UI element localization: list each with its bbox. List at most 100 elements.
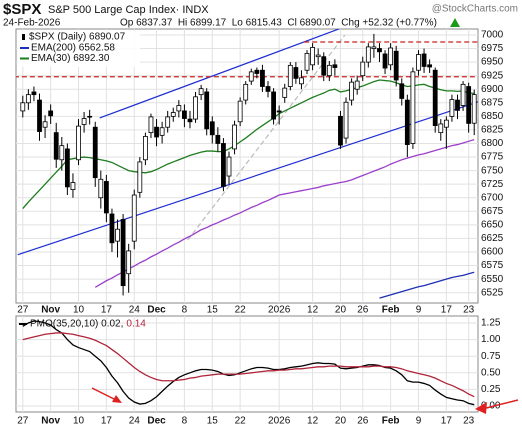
candle-body	[360, 61, 366, 77]
y-tick-label: 6825	[481, 125, 504, 136]
x-tick-label: 2026	[268, 305, 291, 316]
candle-body	[455, 99, 460, 111]
candle-body	[388, 47, 394, 66]
legend-label: EMA(200) 6562.58	[31, 43, 115, 54]
candle-body	[209, 121, 215, 136]
y-tick-label: 0.25	[481, 384, 501, 395]
index-name: S&P 500 Large Cap Index· INDX	[48, 4, 209, 16]
candle-body	[393, 50, 399, 81]
series-line	[22, 332, 475, 398]
pmo-label: PMO(35,20,10) 0.02,	[30, 319, 123, 330]
candle-body	[254, 69, 260, 74]
y-tick-label: 6975	[481, 43, 504, 54]
x-tick-label: 24	[129, 416, 141, 427]
y-tick-label: 6925	[481, 70, 504, 81]
legend-label: EMA(30) 6892.30	[31, 53, 110, 64]
candle-body	[287, 64, 293, 87]
candle-body	[87, 115, 93, 118]
candle-body	[232, 124, 237, 150]
candle-body	[59, 145, 65, 161]
date: 24-Feb-2026	[3, 18, 61, 29]
y-tick-label: 6750	[481, 165, 504, 176]
candle-body	[98, 178, 104, 199]
candle-body	[53, 132, 59, 160]
symbol: $SPX	[3, 1, 41, 18]
candle-body	[25, 94, 31, 104]
candle-body	[271, 91, 276, 120]
candle-body	[315, 54, 321, 58]
y-tick-label: 6800	[481, 138, 504, 149]
candle-body	[432, 69, 438, 126]
candle-body	[399, 83, 405, 99]
candle-body	[404, 99, 410, 145]
x-tick-label: 26	[357, 416, 369, 427]
candle-body	[48, 110, 54, 117]
candle-body	[248, 71, 254, 82]
y-tick-label: 6725	[481, 179, 504, 190]
y-tick-label: 7000	[481, 30, 504, 41]
candle-body	[154, 126, 159, 138]
candle-body	[126, 250, 132, 275]
x-tick-label: 23	[463, 416, 475, 427]
y-tick-label: 6700	[481, 192, 504, 203]
x-tick-label: Feb	[382, 305, 400, 316]
candle-body	[349, 81, 355, 101]
legend-box	[18, 31, 140, 67]
candle-body	[159, 127, 165, 136]
candle-body	[176, 105, 182, 112]
x-tick-label: 12	[307, 305, 319, 316]
trend-line	[99, 29, 341, 119]
trend-line	[187, 34, 346, 241]
y-tick-label: 6650	[481, 220, 504, 231]
price-plot	[16, 29, 478, 299]
trend-line	[17, 101, 478, 256]
x-tick-label: Nov	[41, 305, 60, 316]
legend-candle	[22, 34, 25, 40]
x-tick-label: 10	[73, 305, 85, 316]
candle-body	[343, 101, 349, 139]
x-tick-label: 23	[463, 305, 475, 316]
x-tick-label: 2026	[268, 416, 291, 427]
x-tick-label: 9	[416, 416, 422, 427]
candle-body	[282, 87, 288, 98]
candle-body	[354, 80, 360, 90]
candle-body	[42, 121, 48, 128]
y-tick-label: 6550	[481, 274, 504, 285]
candle-body	[299, 77, 304, 85]
y-tick-label: 6850	[481, 111, 504, 122]
quote: Op 6837.37 Hi 6899.17 Lo 6815.43 Cl 6890…	[120, 18, 437, 29]
candle-body	[20, 102, 26, 112]
pmo-signal-label: 0.14	[126, 319, 146, 330]
candle-body	[449, 99, 455, 117]
x-tick-label: 24	[129, 305, 141, 316]
candle-body	[326, 64, 332, 77]
candle-body	[243, 83, 249, 101]
candle-body	[215, 134, 221, 144]
x-tick-label: Dec	[147, 416, 166, 427]
candle-body	[471, 94, 477, 124]
x-tick-label: 22	[235, 305, 247, 316]
candle-body	[338, 115, 343, 146]
candle-body	[165, 116, 171, 128]
candle-body	[332, 64, 338, 68]
candle-body	[237, 100, 243, 123]
x-tick-label: 20	[335, 416, 347, 427]
candle-body	[310, 47, 315, 66]
x-tick-label: 22	[235, 416, 247, 427]
x-tick-label: 17	[441, 305, 453, 316]
pmo-plot	[22, 320, 475, 406]
candle-body	[37, 99, 42, 132]
candle-body	[377, 48, 382, 53]
candle-body	[276, 110, 282, 113]
y-tick-label: 0.50	[481, 367, 501, 378]
candle-body	[170, 112, 176, 117]
x-tick-label: 10	[73, 416, 85, 427]
candle-body	[416, 54, 421, 71]
candle-body	[76, 125, 81, 161]
candle-body	[70, 182, 76, 191]
series-line	[94, 139, 475, 288]
candle-body	[182, 110, 187, 119]
x-tick-label: 17	[101, 305, 113, 316]
